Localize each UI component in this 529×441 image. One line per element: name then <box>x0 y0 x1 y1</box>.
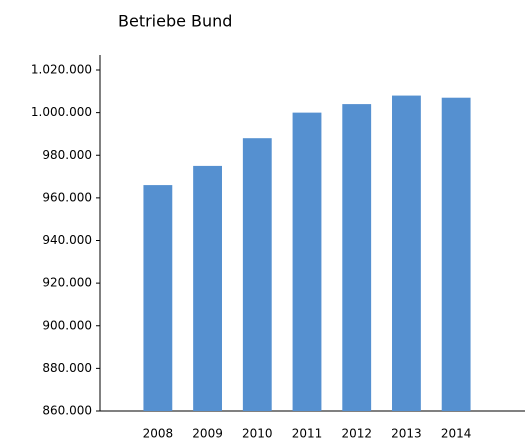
y-tick-label: 1.000.000 <box>31 105 92 119</box>
bar <box>143 185 173 411</box>
bar <box>242 138 272 411</box>
chart-title: Betriebe Bund <box>118 12 232 31</box>
bar <box>193 165 222 411</box>
bar <box>342 104 372 411</box>
bar <box>292 112 322 411</box>
x-tick-label: 2014 <box>441 427 472 441</box>
x-tick-label: 2011 <box>292 427 323 441</box>
x-tick-label: 2010 <box>242 427 273 441</box>
y-tick-label: 960.000 <box>42 190 92 204</box>
x-tick-label: 2008 <box>143 427 174 441</box>
y-tick-label: 880.000 <box>42 361 92 375</box>
y-tick-label: 900.000 <box>42 318 92 332</box>
x-tick-label: 2013 <box>391 427 422 441</box>
y-tick-label: 1.020.000 <box>31 63 92 77</box>
y-tick-label: 940.000 <box>42 233 92 247</box>
x-tick-label: 2012 <box>341 427 372 441</box>
bar <box>392 95 421 411</box>
x-tick-label: 2009 <box>192 427 223 441</box>
y-tick-label: 980.000 <box>42 148 92 162</box>
y-tick-label: 920.000 <box>42 276 92 290</box>
bar <box>441 97 471 412</box>
y-tick-label: 860.000 <box>42 404 92 418</box>
